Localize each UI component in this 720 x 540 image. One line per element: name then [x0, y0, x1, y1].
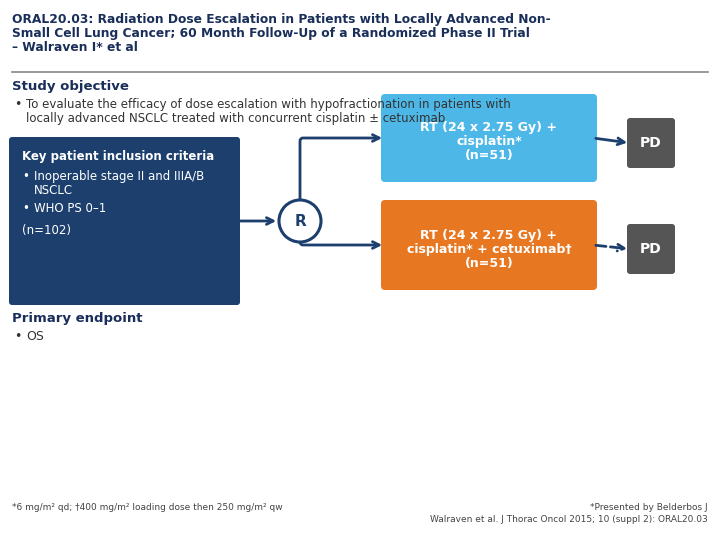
Text: WHO PS 0–1: WHO PS 0–1 — [34, 202, 107, 215]
Text: cisplatin*: cisplatin* — [456, 136, 522, 148]
Text: PD: PD — [640, 242, 662, 256]
Text: •: • — [14, 330, 22, 343]
Text: Inoperable stage II and IIIA/B: Inoperable stage II and IIIA/B — [34, 170, 204, 183]
Text: RT (24 x 2.75 Gy) +: RT (24 x 2.75 Gy) + — [420, 228, 557, 241]
FancyBboxPatch shape — [9, 137, 240, 305]
Text: R: R — [294, 213, 306, 228]
Text: RT (24 x 2.75 Gy) +: RT (24 x 2.75 Gy) + — [420, 122, 557, 134]
Text: ORAL20.03: Radiation Dose Escalation in Patients with Locally Advanced Non-: ORAL20.03: Radiation Dose Escalation in … — [12, 13, 551, 26]
Text: •: • — [22, 202, 29, 215]
Text: OS: OS — [26, 330, 44, 343]
FancyBboxPatch shape — [381, 200, 597, 290]
Text: *Presented by Belderbos J: *Presented by Belderbos J — [590, 503, 708, 512]
Circle shape — [279, 200, 321, 242]
Text: •: • — [14, 98, 22, 111]
Text: Study objective: Study objective — [12, 80, 129, 93]
Text: (n=51): (n=51) — [464, 150, 513, 163]
FancyBboxPatch shape — [627, 224, 675, 274]
Text: PD: PD — [640, 136, 662, 150]
FancyBboxPatch shape — [627, 118, 675, 168]
Text: Walraven et al. J Thorac Oncol 2015; 10 (suppl 2): ORAL20.03: Walraven et al. J Thorac Oncol 2015; 10 … — [431, 515, 708, 524]
Text: To evaluate the efficacy of dose escalation with hypofractionation in patients w: To evaluate the efficacy of dose escalat… — [26, 98, 510, 111]
Text: *6 mg/m² qd; †400 mg/m² loading dose then 250 mg/m² qw: *6 mg/m² qd; †400 mg/m² loading dose the… — [12, 503, 283, 512]
Text: locally advanced NSCLC treated with concurrent cisplatin ± cetuximab: locally advanced NSCLC treated with conc… — [26, 112, 445, 125]
Text: Key patient inclusion criteria: Key patient inclusion criteria — [22, 150, 215, 163]
Text: cisplatin* + cetuximab†: cisplatin* + cetuximab† — [407, 242, 571, 255]
Text: Primary endpoint: Primary endpoint — [12, 312, 143, 325]
Text: (n=51): (n=51) — [464, 256, 513, 269]
Text: NSCLC: NSCLC — [34, 184, 73, 197]
Text: Small Cell Lung Cancer; 60 Month Follow-Up of a Randomized Phase II Trial: Small Cell Lung Cancer; 60 Month Follow-… — [12, 27, 530, 40]
FancyBboxPatch shape — [381, 94, 597, 182]
Text: (n=102): (n=102) — [22, 224, 71, 237]
Text: – Walraven I* et al: – Walraven I* et al — [12, 41, 138, 54]
Text: •: • — [22, 170, 29, 183]
